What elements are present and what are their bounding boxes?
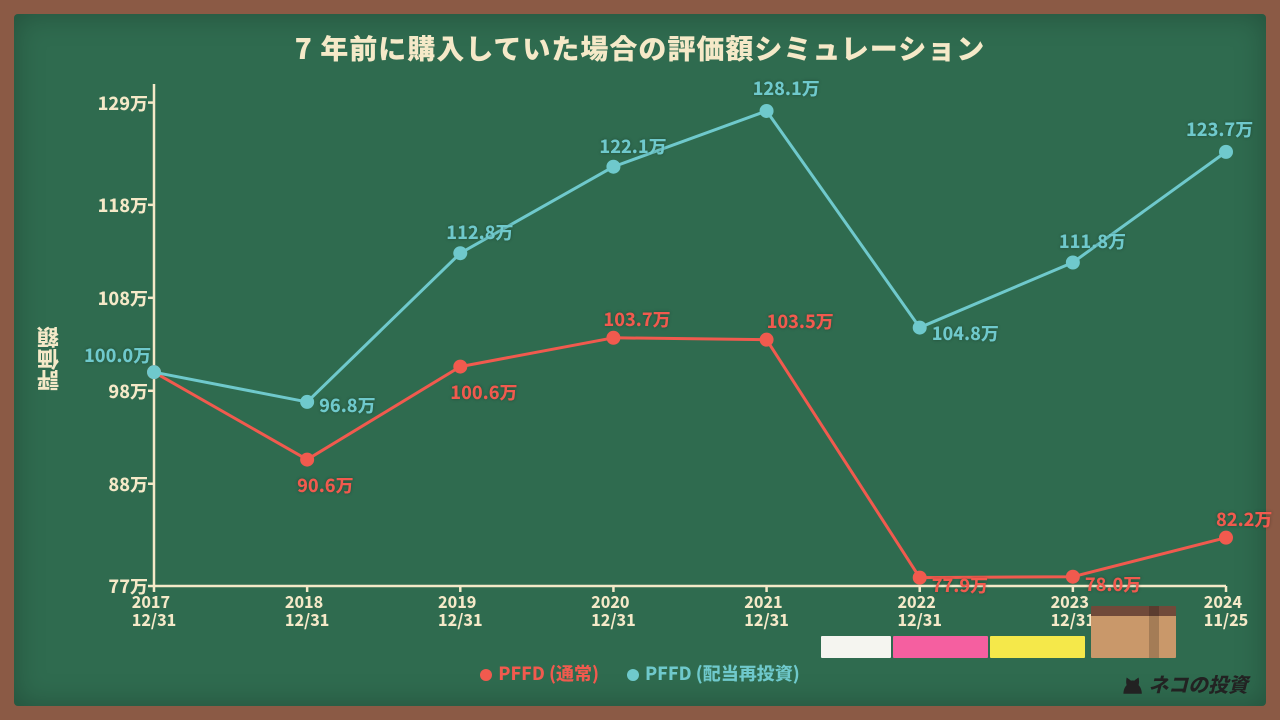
data-label: 112.8万 [446, 219, 513, 245]
stationery-tray [821, 606, 1176, 658]
brand-text: ネコの投資 [1148, 669, 1248, 698]
x-tick-label: 201712/31 [132, 592, 177, 629]
legend: PFFD (通常) PFFD (配当再投資) [14, 660, 1266, 686]
chalk-yellow [990, 636, 1085, 658]
data-label: 82.2万 [1216, 506, 1272, 532]
data-label: 104.8万 [932, 320, 999, 346]
x-tick-label: 202411/25 [1204, 592, 1249, 629]
y-tick-label: 108万 [98, 285, 148, 311]
y-tick-label: 129万 [98, 90, 148, 116]
data-label: 100.0万 [84, 342, 151, 368]
y-tick-label: 98万 [108, 378, 148, 404]
chalk-pink [893, 636, 988, 658]
x-tick-label: 201912/31 [438, 592, 483, 629]
wooden-frame: 7 年前に購入していた場合の評価額シミュレーション 評価額 77万88万98万1… [0, 0, 1280, 720]
data-label: 128.1万 [753, 75, 820, 101]
data-label: 123.7万 [1186, 116, 1253, 142]
x-tick-label: 202012/31 [591, 592, 636, 629]
brand-watermark: ネコの投資 [1118, 669, 1248, 698]
data-label: 103.5万 [767, 308, 834, 334]
y-tick-label: 88万 [108, 471, 148, 497]
y-tick-label: 118万 [98, 192, 148, 218]
x-tick-label: 202112/31 [744, 592, 789, 629]
y-axis-label: 評価額 [32, 327, 64, 393]
eraser [1091, 606, 1176, 658]
chalk-white [821, 636, 891, 658]
cat-icon [1118, 671, 1144, 697]
data-label: 103.7万 [603, 306, 670, 332]
chart-svg [154, 84, 1226, 586]
chalkboard: 7 年前に購入していた場合の評価額シミュレーション 評価額 77万88万98万1… [14, 14, 1266, 706]
x-tick-label: 201812/31 [285, 592, 330, 629]
plot-area: 77万88万98万108万118万129万201712/31201812/312… [154, 84, 1226, 586]
data-label: 78.0万 [1085, 571, 1141, 597]
data-label: 77.9万 [932, 572, 988, 598]
legend-item: PFFD (通常) [480, 660, 599, 686]
data-label: 96.8万 [319, 392, 375, 418]
data-label: 90.6万 [297, 472, 353, 498]
legend-item: PFFD (配当再投資) [627, 660, 800, 686]
chart-title: 7 年前に購入していた場合の評価額シミュレーション [14, 28, 1266, 68]
data-label: 111.8万 [1059, 228, 1126, 254]
data-label: 100.6万 [450, 379, 517, 405]
data-label: 122.1万 [599, 133, 666, 159]
